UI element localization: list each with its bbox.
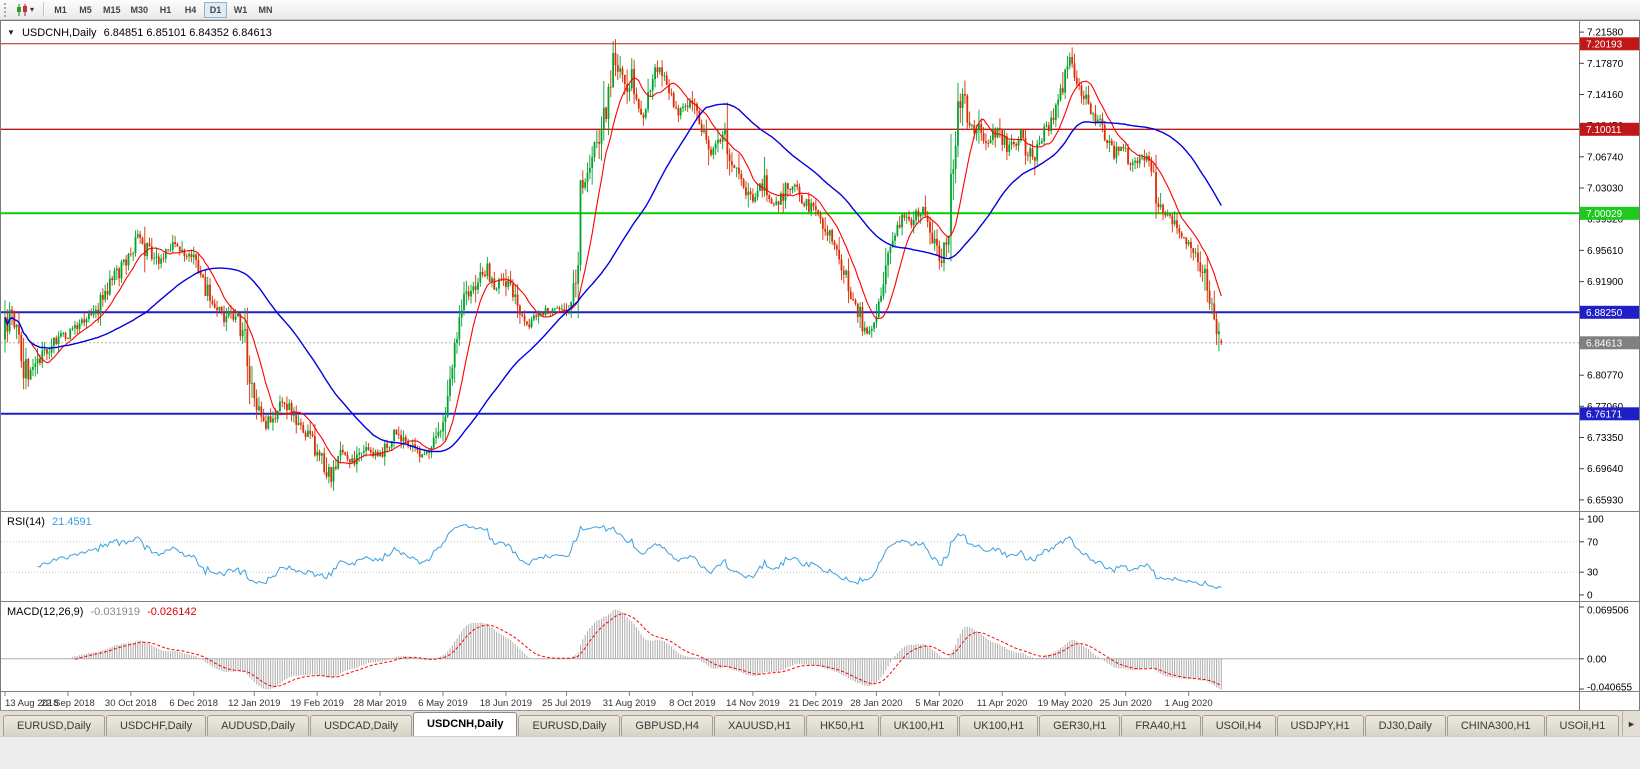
chart-tab[interactable]: UK100,H1 — [959, 715, 1039, 736]
macd-tick-label: -0.040655 — [1587, 683, 1632, 694]
chart-tabs: EURUSD,Daily USDCHF,Daily AUDUSD,Daily USDC… — [0, 712, 1640, 736]
chart-tab[interactable]: XAUUSD,H1 — [713, 715, 805, 736]
date-label: 21 Dec 2019 — [789, 698, 843, 709]
price-marker-label: 6.84613 — [1586, 338, 1623, 349]
candlestick-chart-icon — [17, 3, 27, 16]
price-marker-7.20193 — [1580, 37, 1639, 51]
price-tick-label: 7.17870 — [1587, 59, 1624, 70]
date-label: 6 Dec 2018 — [169, 698, 218, 709]
price-tick-label: 6.95610 — [1587, 246, 1624, 257]
macd-tick-label: 0.069506 — [1587, 606, 1629, 617]
chart-tab[interactable]: EURUSD,Daily — [518, 715, 621, 736]
timeframe-button-m1[interactable]: M1 — [54, 4, 67, 15]
timeframe-button-h1[interactable]: H1 — [159, 4, 172, 15]
price-marker-label: 7.00029 — [1586, 209, 1623, 220]
price-tick-label: 7.03030 — [1587, 184, 1624, 195]
rsi-tick-label: 30 — [1587, 568, 1599, 579]
rsi-tick-label: 0 — [1587, 590, 1593, 601]
timeframe-button-m30[interactable]: M30 — [130, 4, 149, 15]
price-marker-6.88250 — [1580, 305, 1639, 319]
chart-tab[interactable]: USDJPY,H1 — [1276, 715, 1364, 736]
toolbar-grip[interactable] — [4, 2, 8, 17]
chart-tab[interactable]: USOil,H4 — [1201, 715, 1276, 736]
chart-tab[interactable]: FRA40,H1 — [1121, 715, 1201, 736]
price-marker-6.84613 — [1580, 336, 1639, 350]
date-label: 5 Mar 2020 — [915, 698, 963, 709]
price-tick-label: 6.65930 — [1587, 495, 1624, 506]
chart-type-button[interactable]: ▾ — [12, 2, 38, 18]
chevron-down-icon: ▾ — [30, 4, 35, 14]
chart-window: 7.215807.178707.141607.104507.067407.030… — [0, 20, 1640, 711]
price-tick-label: 6.69640 — [1587, 464, 1624, 475]
chart-tab[interactable]: EURUSD,Daily — [3, 715, 105, 736]
chart-tab[interactable]: USDCAD,Daily — [310, 715, 413, 736]
chart-tab-bar: EURUSD,Daily USDCHF,Daily AUDUSD,Daily USDC… — [0, 710, 1640, 736]
price-chart-canvas[interactable]: 7.215807.178707.141607.104507.067407.030… — [1, 21, 1640, 711]
price-marker-6.76171 — [1580, 407, 1639, 421]
date-label: 28 Mar 2019 — [353, 698, 406, 709]
date-label: 18 Jun 2019 — [480, 698, 532, 709]
timeframe-button-d1[interactable]: D1 — [204, 1, 228, 18]
price-tick-label: 7.06740 — [1587, 152, 1624, 163]
price-tick-label: 6.80770 — [1587, 371, 1624, 382]
date-label: 19 Feb 2019 — [291, 698, 344, 709]
candles — [4, 39, 1223, 491]
macd-signal-line — [74, 613, 1222, 688]
timeframe-group: M1 M5 M15 M30 H1 H4 D1 W1 MN — [49, 1, 277, 18]
date-label: 25 Jul 2019 — [542, 698, 591, 709]
date-label: 1 Aug 2020 — [1165, 698, 1213, 709]
price-marker-7.10011 — [1580, 122, 1639, 136]
chart-tab[interactable]: GBPUSD,H4 — [621, 715, 713, 736]
timeframe-button-m15[interactable]: M15 — [103, 4, 121, 15]
date-label: 19 May 2020 — [1038, 698, 1093, 709]
chart-tab[interactable]: AUDUSD,Daily — [207, 715, 310, 736]
rsi-line — [37, 524, 1222, 590]
ma-slow-line — [4, 103, 1222, 453]
timeframe-button-m5[interactable]: M5 — [79, 4, 92, 15]
timeframe-button-h4[interactable]: H4 — [184, 4, 197, 15]
date-label: 22 Sep 2018 — [41, 698, 95, 709]
price-marker-label: 7.10011 — [1586, 125, 1622, 136]
rsi-tick-label: 70 — [1587, 537, 1599, 548]
chart-tab[interactable]: CHINA300,H1 — [1446, 715, 1545, 736]
date-label: 31 Aug 2019 — [603, 698, 656, 709]
date-label: 28 Jan 2020 — [850, 698, 902, 709]
status-strip — [0, 736, 1640, 769]
price-marker-label: 6.88250 — [1586, 308, 1623, 319]
ma-fast-line — [4, 77, 1222, 465]
chart-tab[interactable]: USDCHF,Daily — [105, 715, 207, 736]
top-toolbar: ▾ M1 M5 M15 M30 H1 H4 D1 W1 MN — [0, 0, 1640, 20]
price-tick-label: 7.21580 — [1587, 28, 1624, 39]
price-tick-label: 6.99320 — [1587, 215, 1624, 226]
date-label: 8 Oct 2019 — [669, 698, 715, 709]
chart-tab[interactable]: USOil,H1 — [1545, 715, 1620, 736]
price-marker-7.00029 — [1580, 206, 1639, 220]
price-tick-label: 7.14160 — [1587, 90, 1624, 101]
chart-tab[interactable]: DJ30,Daily — [1364, 715, 1446, 736]
date-label: 6 May 2019 — [418, 698, 468, 709]
price-marker-label: 7.20193 — [1586, 39, 1623, 50]
toolbar-separator — [43, 2, 45, 17]
tab-scroll-right-button[interactable]: ► — [1622, 711, 1640, 736]
chart-tab[interactable]: GER30,H1 — [1039, 715, 1121, 736]
date-label: 25 Jun 2020 — [1100, 698, 1152, 709]
date-label: 12 Jan 2019 — [228, 698, 280, 709]
price-tick-label: 6.91900 — [1587, 277, 1624, 288]
date-label: 30 Oct 2018 — [105, 698, 157, 709]
date-label: 11 Apr 2020 — [977, 698, 1028, 709]
timeframe-button-w1[interactable]: W1 — [233, 4, 248, 15]
rsi-tick-label: 100 — [1587, 515, 1604, 526]
date-label: 14 Nov 2019 — [726, 698, 780, 709]
chart-tab[interactable]: HK50,H1 — [805, 715, 879, 736]
price-marker-label: 6.76171 — [1586, 409, 1623, 420]
timeframe-button-mn[interactable]: MN — [258, 4, 273, 15]
scroll-right-icon: ► — [1627, 718, 1636, 729]
date-label: 13 Aug 2018 — [5, 698, 58, 709]
price-tick-label: 6.73350 — [1587, 433, 1624, 444]
macd-histogram — [65, 609, 1222, 690]
chart-tab[interactable]: USDCNH,Daily — [413, 712, 518, 736]
macd-tick-label: 0.00 — [1587, 654, 1607, 665]
chart-tab[interactable]: UK100,H1 — [879, 715, 959, 736]
